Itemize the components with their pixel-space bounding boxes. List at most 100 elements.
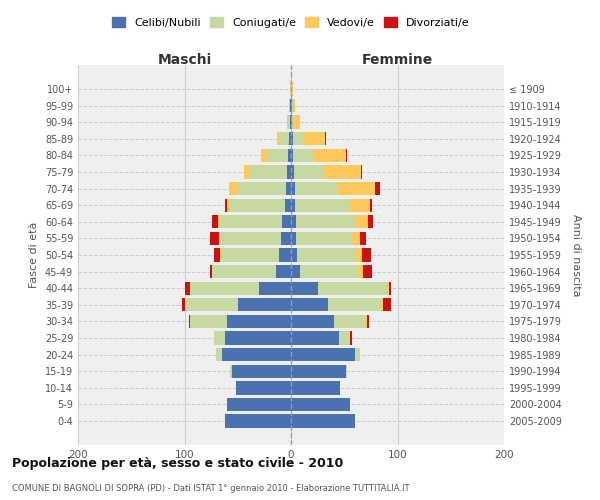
Bar	[294, 116, 299, 129]
Bar	[212, 215, 218, 228]
Bar	[225, 198, 227, 212]
Bar	[296, 232, 352, 245]
Bar	[227, 315, 291, 328]
Bar	[214, 332, 225, 344]
Bar	[238, 298, 291, 312]
Bar	[325, 132, 326, 145]
Text: Maschi: Maschi	[157, 53, 212, 67]
Bar	[214, 248, 220, 262]
Bar	[227, 198, 229, 212]
Bar	[365, 315, 367, 328]
Bar	[210, 265, 212, 278]
Bar	[355, 348, 360, 362]
Bar	[291, 398, 350, 411]
Bar	[287, 166, 291, 178]
Bar	[221, 248, 279, 262]
Bar	[236, 381, 291, 394]
Bar	[291, 166, 294, 178]
Bar	[346, 148, 347, 162]
Bar	[281, 232, 291, 245]
Bar	[291, 116, 292, 129]
Bar	[261, 148, 266, 162]
Text: COMUNE DI BAGNOLI DI SOPRA (PD) - Dati ISTAT 1° gennaio 2010 - Elaborazione TUTT: COMUNE DI BAGNOLI DI SOPRA (PD) - Dati I…	[12, 484, 409, 493]
Bar	[358, 265, 364, 278]
Bar	[349, 198, 370, 212]
Bar	[290, 116, 291, 129]
Bar	[238, 182, 286, 195]
Bar	[291, 82, 292, 96]
Bar	[328, 298, 382, 312]
Bar	[259, 282, 291, 295]
Bar	[294, 166, 324, 178]
Bar	[334, 315, 365, 328]
Bar	[284, 198, 291, 212]
Bar	[290, 99, 291, 112]
Bar	[299, 265, 358, 278]
Bar	[212, 265, 276, 278]
Bar	[185, 282, 190, 295]
Bar	[291, 182, 295, 195]
Bar	[291, 215, 296, 228]
Bar	[324, 166, 361, 178]
Bar	[350, 332, 352, 344]
Bar	[291, 248, 298, 262]
Bar	[229, 198, 284, 212]
Text: Popolazione per età, sesso e stato civile - 2010: Popolazione per età, sesso e stato civil…	[12, 458, 343, 470]
Bar	[225, 332, 291, 344]
Bar	[292, 99, 293, 112]
Text: Femmine: Femmine	[362, 53, 433, 67]
Bar	[291, 348, 355, 362]
Bar	[291, 315, 334, 328]
Bar	[229, 182, 238, 195]
Bar	[375, 182, 380, 195]
Bar	[352, 232, 360, 245]
Bar	[292, 116, 294, 129]
Bar	[189, 315, 190, 328]
Bar	[290, 82, 291, 96]
Bar	[364, 265, 372, 278]
Bar	[361, 166, 362, 178]
Bar	[355, 215, 368, 228]
Bar	[295, 198, 349, 212]
Bar	[230, 364, 232, 378]
Bar	[296, 215, 355, 228]
Bar	[218, 215, 283, 228]
Bar	[276, 265, 291, 278]
Bar	[232, 364, 291, 378]
Bar	[362, 248, 371, 262]
Bar	[190, 315, 227, 328]
Bar	[338, 182, 375, 195]
Bar	[217, 348, 222, 362]
Bar	[291, 99, 292, 112]
Bar	[298, 248, 356, 262]
Bar	[218, 232, 220, 245]
Bar	[227, 398, 291, 411]
Bar	[304, 132, 325, 145]
Bar	[291, 282, 317, 295]
Bar	[292, 82, 293, 96]
Bar	[291, 364, 346, 378]
Bar	[283, 215, 291, 228]
Bar	[291, 198, 295, 212]
Bar	[250, 166, 287, 178]
Bar	[291, 381, 340, 394]
Bar	[287, 116, 288, 129]
Bar	[291, 148, 293, 162]
Bar	[220, 248, 221, 262]
Bar	[244, 166, 250, 178]
Bar	[222, 348, 291, 362]
Bar	[368, 215, 373, 228]
Bar	[293, 148, 314, 162]
Bar	[277, 132, 280, 145]
Bar	[389, 282, 391, 295]
Bar	[225, 414, 291, 428]
Bar	[291, 232, 296, 245]
Bar	[317, 282, 387, 295]
Bar	[291, 414, 355, 428]
Bar	[182, 298, 185, 312]
Bar	[356, 248, 362, 262]
Bar	[367, 315, 369, 328]
Y-axis label: Anni di nascita: Anni di nascita	[571, 214, 581, 296]
Bar	[295, 182, 338, 195]
Bar	[266, 148, 288, 162]
